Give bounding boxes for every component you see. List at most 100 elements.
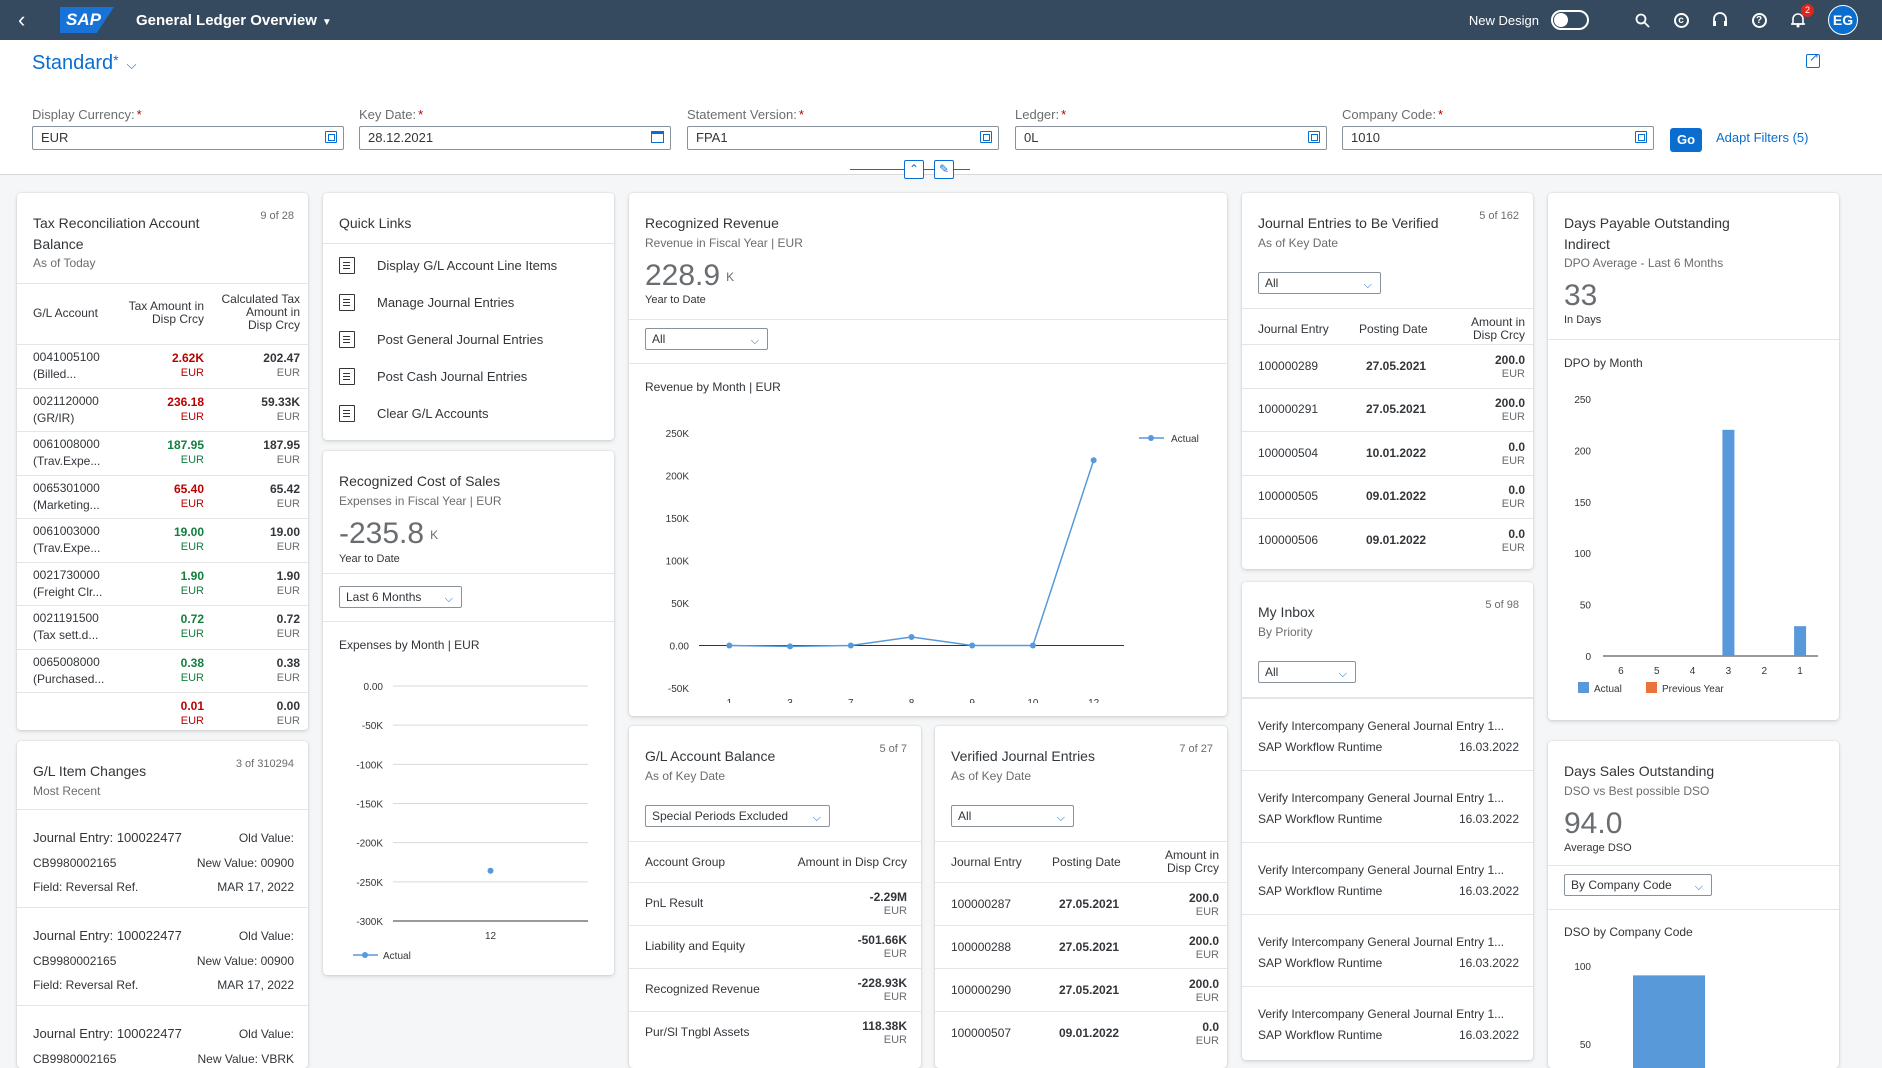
value-help-icon[interactable] [325, 131, 337, 143]
entries-to-verify-card[interactable]: Journal Entries to Be Verified 5 of 162 … [1242, 193, 1533, 569]
filter-label: Company Code: [1342, 107, 1436, 122]
table-row[interactable]: 0021730000 (Freight Clr... 1.90 EUR 1.90… [17, 561, 308, 605]
table-row[interactable]: 0061008000 (Trav.Expe... 187.95 EUR 187.… [17, 431, 308, 474]
inbox-item[interactable]: Verify Intercompany General Journal Entr… [1242, 698, 1533, 770]
copilot-icon[interactable]: c [1671, 10, 1691, 30]
table-row[interactable]: 0041005100 (Billed... 2.62K EUR 202.47 E… [17, 344, 308, 387]
new-design-toggle[interactable] [1551, 10, 1589, 30]
value-help-icon[interactable] [1635, 131, 1647, 143]
verified-journal-entries-card[interactable]: Verified Journal Entries 7 of 27 As of K… [935, 726, 1227, 1068]
new-value: New Value: 00900 [196, 954, 294, 968]
days-sales-outstanding-card[interactable]: Days Sales Outstanding DSO vs Best possi… [1548, 741, 1839, 1068]
table-row[interactable]: 100000291 27.05.2021 200.0 EUR [1242, 387, 1533, 432]
filter-select[interactable]: All ⌵ [951, 805, 1074, 827]
table-row[interactable]: 100000506 09.01.2022 0.0 EUR [1242, 518, 1533, 562]
table-row[interactable]: Liability and Equity -501.66K EUR [629, 925, 921, 968]
pin-header-button[interactable]: ✎ [934, 160, 954, 179]
quick-link[interactable]: Post Cash Journal Entries [339, 368, 527, 385]
y-tick-label: 100 [1574, 549, 1591, 560]
days-payable-outstanding-card[interactable]: Days Payable Outstanding Indirect DPO Ave… [1548, 193, 1839, 720]
dso-view-select[interactable]: By Company Code ⌵ [1564, 874, 1712, 896]
table-row[interactable]: Pur/Sl Tngbl Assets 118.38K EUR [629, 1011, 921, 1054]
table-row[interactable]: 100000290 27.05.2021 200.0 EUR [935, 968, 1227, 1011]
calc-tax-amount: 202.47 [263, 351, 300, 365]
help-icon[interactable]: ? [1749, 10, 1769, 30]
card-title: My Inbox [1258, 604, 1315, 620]
table-row[interactable]: 0.01 EUR 0.00 EUR [17, 692, 308, 730]
filter-select[interactable]: All ⌵ [645, 328, 768, 350]
inbox-item[interactable]: Verify Intercompany General Journal Entr… [1242, 986, 1533, 1058]
table-row[interactable]: PnL Result -2.29M EUR [629, 882, 921, 925]
journal-entry-id: 100000505 [1258, 489, 1319, 504]
dpo-bar-chart[interactable]: 0 50 100 150 200 250 6 5 4 3 2 1 Actual Previous Year [1548, 385, 1839, 715]
table-row[interactable]: 0021120000 (GR/IR) 236.18 EUR 59.33K EUR [17, 387, 308, 431]
list-item[interactable]: Journal Entry: 100022477 Old Value: CB99… [17, 907, 308, 1005]
table-row[interactable]: 0065008000 (Purchased... 0.38 EUR 0.38 E… [17, 648, 308, 692]
my-inbox-card[interactable]: My Inbox 5 of 98 By Priority All ⌵ Verify… [1242, 582, 1533, 1060]
collapse-header-button[interactable]: ⌃ [904, 160, 924, 179]
search-icon[interactable] [1632, 10, 1652, 30]
display-currency-input[interactable]: EUR [32, 126, 344, 150]
go-button[interactable]: Go [1670, 128, 1702, 152]
priority-select[interactable]: All ⌵ [1258, 661, 1356, 683]
table-row[interactable]: 100000505 09.01.2022 0.0 EUR [1242, 474, 1533, 519]
gl-account-balance-card[interactable]: G/L Account Balance 5 of 7 As of Key Dat… [629, 726, 921, 1068]
ledger-input[interactable]: 0L [1015, 126, 1327, 150]
list-item[interactable]: Journal Entry: 100022477 Old Value: CB99… [17, 809, 308, 907]
avatar[interactable]: EG [1828, 5, 1858, 35]
table-row[interactable]: 0065301000 (Marketing... 65.40 EUR 65.42… [17, 474, 308, 518]
sap-logo[interactable]: SAP [60, 7, 114, 33]
change-date: MAR 17, 2022 [217, 880, 294, 894]
revenue-line-chart[interactable]: -50K 0.00 50K 100K 150K 200K 250K 1 3 7 8 9 10 12 Actu… [629, 403, 1227, 703]
quick-link[interactable]: Display G/L Account Line Items [339, 257, 557, 274]
value-help-icon[interactable] [1308, 131, 1320, 143]
company-code-input[interactable]: 1010 [1342, 126, 1654, 150]
share-icon[interactable] [1806, 50, 1820, 68]
card-subtitle: As of Key Date [645, 769, 726, 783]
adapt-filters-link[interactable]: Adapt Filters (5) [1716, 130, 1809, 145]
table-row[interactable]: 100000287 27.05.2021 200.0 EUR [935, 882, 1227, 925]
currency: EUR [883, 905, 907, 917]
table-row[interactable]: 100000288 27.05.2021 200.0 EUR [935, 925, 1227, 968]
quick-link[interactable]: Post General Journal Entries [339, 331, 543, 348]
table-row[interactable]: 100000504 10.01.2022 0.0 EUR [1242, 431, 1533, 475]
table-row[interactable]: 0061003000 (Trav.Expe... 19.00 EUR 19.00… [17, 518, 308, 561]
col-header: Posting Date [1052, 855, 1121, 869]
quick-link[interactable]: Clear G/L Accounts [339, 405, 489, 422]
calc-tax-amount: 19.00 [269, 525, 300, 539]
expenses-line-chart[interactable]: 0.00 -50K -100K -150K -200K -250K -300K 12 Actua… [323, 661, 614, 961]
tax-reconciliation-card[interactable]: Tax Reconciliation Account Balance 9 of 2… [17, 193, 308, 730]
headset-icon[interactable] [1710, 10, 1730, 30]
legend-label: Previous Year [1662, 684, 1724, 695]
variant-selector[interactable]: Standard* ⌵ [32, 52, 136, 75]
y-tick-label: 200 [1574, 446, 1591, 457]
period-filter-select[interactable]: Special Periods Excluded ⌵ [645, 805, 830, 827]
recognized-revenue-card[interactable]: Recognized Revenue Revenue in Fiscal Yea… [629, 193, 1227, 716]
gl-item-changes-card[interactable]: G/L Item Changes 3 of 310294 Most Recent… [17, 741, 308, 1068]
inbox-item[interactable]: Verify Intercompany General Journal Entr… [1242, 842, 1533, 914]
x-tick-label: 3 [787, 698, 793, 703]
table-row[interactable]: 0021191500 (Tax sett.d... 0.72 EUR 0.72 … [17, 605, 308, 648]
card-count: 5 of 162 [1479, 210, 1519, 222]
list-item[interactable]: Journal Entry: 100022477 Old Value: CB99… [17, 1005, 308, 1068]
quick-link[interactable]: Manage Journal Entries [339, 294, 514, 311]
kpi-value: -235.8 K [339, 517, 439, 550]
table-row[interactable]: 100000289 27.05.2021 200.0 EUR [1242, 344, 1533, 388]
period-select[interactable]: Last 6 Months ⌵ [339, 586, 462, 608]
bell-icon[interactable]: 2 [1788, 4, 1814, 30]
cost-of-sales-card[interactable]: Recognized Cost of Sales Expenses in Fis… [323, 451, 614, 975]
statement-version-input[interactable]: FPA1 [687, 126, 999, 150]
back-button[interactable]: ‹ [18, 7, 26, 32]
value-help-icon[interactable] [980, 131, 992, 143]
calendar-icon[interactable] [651, 131, 664, 143]
app-title-menu[interactable]: General Ledger Overview ▼ [136, 12, 332, 29]
table-row[interactable]: 100000507 09.01.2022 0.0 EUR [935, 1011, 1227, 1054]
calc-tax-amount: 1.90 [276, 568, 300, 583]
inbox-item[interactable]: Verify Intercompany General Journal Entr… [1242, 770, 1533, 842]
filter-key-date: Key Date: * 28.12.2021 [359, 107, 671, 150]
table-row[interactable]: Recognized Revenue -228.93K EUR [629, 968, 921, 1011]
filter-select[interactable]: All ⌵ [1258, 272, 1381, 294]
inbox-item[interactable]: Verify Intercompany General Journal Entr… [1242, 914, 1533, 986]
dso-bar-chart[interactable]: 50 100 [1548, 946, 1839, 1068]
key-date-input[interactable]: 28.12.2021 [359, 126, 671, 150]
